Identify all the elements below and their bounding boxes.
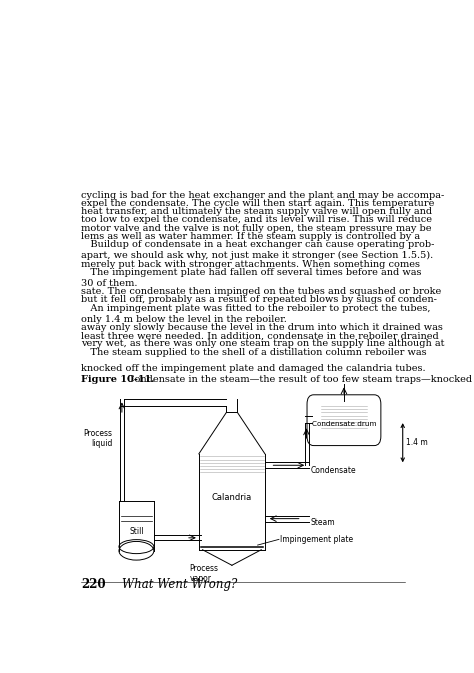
Text: An impingement plate was fitted to the reboiler to protect the tubes,: An impingement plate was fitted to the r… (82, 304, 431, 312)
Text: Impingement plate: Impingement plate (280, 535, 353, 544)
Text: Condensate drum: Condensate drum (312, 421, 376, 427)
Text: The impingement plate had fallen off several times before and was: The impingement plate had fallen off sev… (82, 268, 422, 277)
Text: sate. The condensate then impinged on the tubes and squashed or broke: sate. The condensate then impinged on th… (82, 287, 442, 296)
Text: Process
liquid: Process liquid (83, 429, 112, 448)
Text: Process
vapor: Process vapor (190, 564, 219, 583)
Text: Steam: Steam (311, 518, 336, 527)
Text: too low to expel the condensate, and its level will rise. This will reduce: too low to expel the condensate, and its… (82, 215, 432, 225)
Text: Figure 10-11.: Figure 10-11. (82, 375, 155, 384)
Text: Calandria: Calandria (212, 493, 252, 503)
Text: Condensate: Condensate (311, 466, 356, 475)
Text: Still: Still (129, 527, 144, 536)
Text: merely put back with stronger attachments. When something comes: merely put back with stronger attachment… (82, 260, 420, 269)
Text: The steam supplied to the shell of a distillation column reboiler was: The steam supplied to the shell of a dis… (82, 348, 427, 357)
Text: 1.4 m: 1.4 m (406, 438, 428, 448)
Text: but it fell off, probably as a result of repeated blows by slugs of conden-: but it fell off, probably as a result of… (82, 295, 437, 304)
Text: only 1.4 m below the level in the reboiler.: only 1.4 m below the level in the reboil… (82, 315, 287, 324)
Text: cycling is bad for the heat exchanger and the plant and may be accompa-: cycling is bad for the heat exchanger an… (82, 191, 445, 200)
Text: away only slowly because the level in the drum into which it drained was: away only slowly because the level in th… (82, 323, 443, 332)
Text: heat transfer, and ultimately the steam supply valve will open fully and: heat transfer, and ultimately the steam … (82, 207, 432, 216)
Text: motor valve and the valve is not fully open, the steam pressure may be: motor valve and the valve is not fully o… (82, 223, 432, 233)
Text: expel the condensate. The cycle will then start again. This temperature: expel the condensate. The cycle will the… (82, 199, 435, 208)
Text: lems as well as water hammer. If the steam supply is controlled by a: lems as well as water hammer. If the ste… (82, 232, 420, 241)
Text: knocked off the impingement plate and damaged the calandria tubes.: knocked off the impingement plate and da… (82, 363, 426, 373)
Text: least three were needed. In addition, condensate in the reboiler drained: least three were needed. In addition, co… (82, 331, 439, 341)
Text: apart, we should ask why, not just make it stronger (see Section 1.5.5).: apart, we should ask why, not just make … (82, 251, 434, 260)
Text: very wet, as there was only one steam trap on the supply line although at: very wet, as there was only one steam tr… (82, 339, 445, 349)
Text: 30 of them.: 30 of them. (82, 279, 138, 288)
Text: What Went Wrong?: What Went Wrong? (122, 577, 237, 591)
Text: 220: 220 (82, 577, 106, 591)
Text: Buildup of condensate in a heat exchanger can cause operating prob-: Buildup of condensate in a heat exchange… (82, 240, 435, 249)
Text: Condensate in the steam—the result of too few steam traps—knocked off the imping: Condensate in the steam—the result of to… (124, 375, 474, 384)
FancyBboxPatch shape (307, 395, 381, 446)
